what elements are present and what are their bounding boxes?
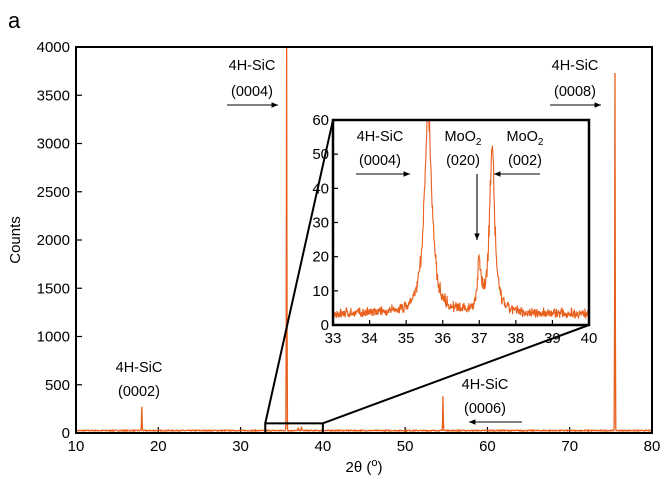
annotations: 4H-SiC (0002) 4H-SiC (0004) 4H-SiC (0006) 4H-S… [116,58,601,425]
annotation-p0004-plane: (0004) [231,84,273,100]
inset-y-tick-label: 50 [312,146,329,163]
panel-label: a [8,8,21,33]
y-tick-label: 2000 [37,232,70,249]
annotation-i020-phase: MoO2 [445,129,482,148]
zoom-connector-left [264,119,334,424]
x-axis-title-close: ) [377,459,382,476]
inset-x-tick-label: 37 [471,330,488,347]
annotation-p0008-plane: (0008) [554,84,596,100]
inset-y-tick-label: 20 [312,249,329,266]
zoom-indicator [264,119,590,435]
inset-background [333,120,589,325]
arrow-inset-0004-head [403,171,410,177]
y-tick-label: 3000 [37,136,70,153]
inset-x-tick-label: 33 [325,330,342,347]
x-tick-label: 80 [644,438,660,455]
annotation-i002-phase: MoO2 [507,129,544,148]
main-series-line [75,46,653,433]
inset-y-tick-label: 40 [312,180,329,197]
annotation-i002-plane: (002) [508,153,542,169]
x-axis-title-main: 2θ ( [346,459,372,476]
arrow-0008-head [594,102,601,108]
inset-x-tick-label: 40 [581,330,598,347]
inset-frame [331,118,591,327]
annotation-i020-plane: (020) [446,153,480,169]
x-tick-label: 40 [315,438,332,455]
inset-x-tick-label: 34 [361,330,378,347]
annotation-i020-subscript: 2 [476,137,482,148]
x-axis-title: 2θ (o) [346,457,383,476]
annotation-p0006-plane: (0006) [464,401,506,417]
x-tick-label: 10 [68,438,85,455]
annotation-p0006-phase: 4H-SiC [462,377,509,393]
inset-plot: 33 34 35 36 37 38 39 40 0 10 20 30 40 50 60 [312,112,597,347]
y-tick-label: 1500 [37,280,70,297]
annotation-p0002-plane: (0002) [118,384,160,400]
main-tick-labels: 10 20 30 40 50 60 70 80050010001500200025003000… [37,39,660,455]
annotation-p0008-phase: 4H-SiC [552,58,599,74]
x-tick-label: 20 [150,438,167,455]
arrow-inset-002-head [494,171,501,177]
y-tick-label: 500 [45,377,70,394]
y-axis-title: Counts [7,216,24,264]
x-axis-title-unit: o [371,457,377,469]
arrow-0004-head [271,102,278,108]
inset-y-tick-label: 60 [312,112,329,129]
inset-x-tick-label: 36 [434,330,451,347]
inset-y-tick-label: 10 [312,283,329,300]
x-tick-label: 70 [561,438,578,455]
arrow-inset-020-head [474,233,480,240]
x-tick-label: 60 [479,438,496,455]
inset-x-tick-label: 35 [398,330,415,347]
annotation-i002-subscript: 2 [538,137,544,148]
annotation-i0004-plane: (0004) [359,153,401,169]
inset-x-tick-label: 39 [544,330,561,347]
y-tick-label: 1000 [37,329,70,346]
arrow-0006-head [469,419,476,425]
x-tick-label: 50 [397,438,414,455]
annotation-i002-formula: MoO [507,129,538,145]
annotation-i020-formula: MoO [445,129,476,145]
inset-x-tick-label: 38 [508,330,525,347]
inset-series-line [332,119,590,320]
annotation-p0004-phase: 4H-SiC [229,58,276,74]
inset-y-tick-label: 30 [312,215,329,232]
main-series [75,46,653,433]
zoom-connector-right [322,324,590,425]
y-tick-label: 0 [62,425,70,442]
inset-y-tick-label: 0 [321,317,329,334]
y-tick-label: 4000 [37,39,70,56]
annotation-i0004-phase: 4H-SiC [357,129,404,145]
main-plot-frame [75,46,653,434]
annotation-p0002-phase: 4H-SiC [116,360,163,376]
y-tick-label: 3500 [37,87,70,104]
y-tick-label: 2500 [37,184,70,201]
x-tick-label: 30 [232,438,249,455]
